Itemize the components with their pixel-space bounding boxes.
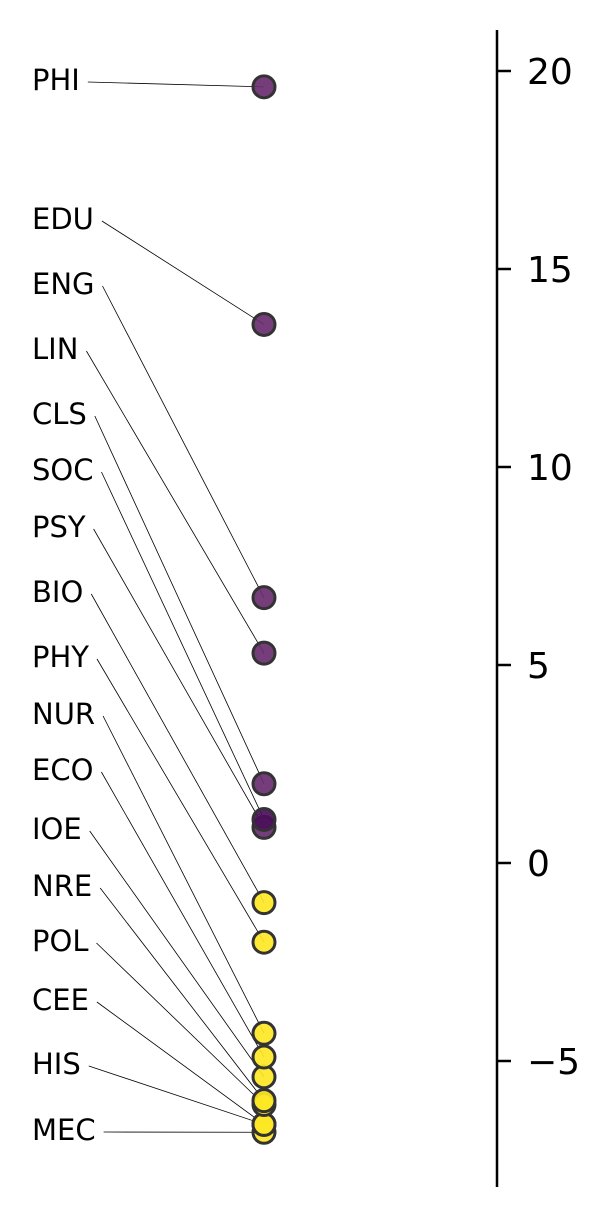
data-point — [251, 929, 277, 955]
data-point — [251, 74, 277, 100]
leader-line — [89, 830, 265, 1078]
y-tick-label: −5 — [527, 1042, 580, 1083]
point-label: CEE — [32, 983, 89, 1017]
y-tick-label: 5 — [527, 646, 550, 687]
leader-line — [101, 771, 265, 1058]
y-tick-label: 15 — [527, 250, 573, 291]
point-label: SOC — [32, 453, 93, 487]
leader-line — [94, 415, 265, 784]
leader-line — [102, 715, 265, 1034]
y-tick-label: 20 — [527, 52, 573, 93]
point-label: ENG — [32, 267, 95, 301]
point-label: POL — [32, 924, 88, 958]
leader-line — [88, 1065, 265, 1125]
point-label: BIO — [32, 575, 83, 609]
leader-line — [93, 528, 265, 828]
data-point — [251, 1088, 277, 1114]
leader-line — [87, 81, 265, 88]
leader-line — [102, 285, 265, 598]
point-label: NUR — [32, 697, 95, 731]
data-point — [251, 1044, 277, 1070]
y-tick-label: 10 — [527, 448, 573, 489]
point-label: IOE — [32, 812, 82, 846]
leader-line — [90, 593, 265, 903]
data-point — [251, 806, 277, 832]
leader-line — [99, 887, 265, 1101]
data-point — [251, 585, 277, 611]
point-label: ECO — [32, 753, 93, 787]
data-point — [251, 311, 277, 337]
point-label: NRE — [32, 869, 92, 903]
leader-line — [96, 942, 265, 1105]
leader-line — [101, 220, 265, 325]
point-label: MEC — [32, 1113, 96, 1147]
point-label: LIN — [32, 332, 78, 366]
point-label: CLS — [32, 397, 87, 431]
point-label: PHY — [32, 640, 89, 674]
data-point — [251, 890, 277, 916]
leader-line — [96, 658, 265, 943]
leader-line — [101, 471, 265, 820]
point-label: PHI — [32, 63, 80, 97]
data-point — [251, 771, 277, 797]
leader-line — [96, 1001, 265, 1125]
data-point — [251, 640, 277, 666]
data-point — [251, 1020, 277, 1046]
point-label: EDU — [32, 202, 94, 236]
point-label: PSY — [32, 510, 86, 544]
y-tick-label: 0 — [527, 844, 550, 885]
point-label: HIS — [32, 1047, 81, 1081]
leader-line — [86, 350, 265, 654]
point-labels: PHI EDU ENG LIN CLS SOC PSY BIO PHY NUR ECO IOE NRE P… — [32, 63, 96, 1147]
leader-lines — [86, 81, 265, 1133]
y-axis: −5 0 5 10 15 20 — [495, 30, 580, 1187]
data-points — [251, 74, 277, 1145]
